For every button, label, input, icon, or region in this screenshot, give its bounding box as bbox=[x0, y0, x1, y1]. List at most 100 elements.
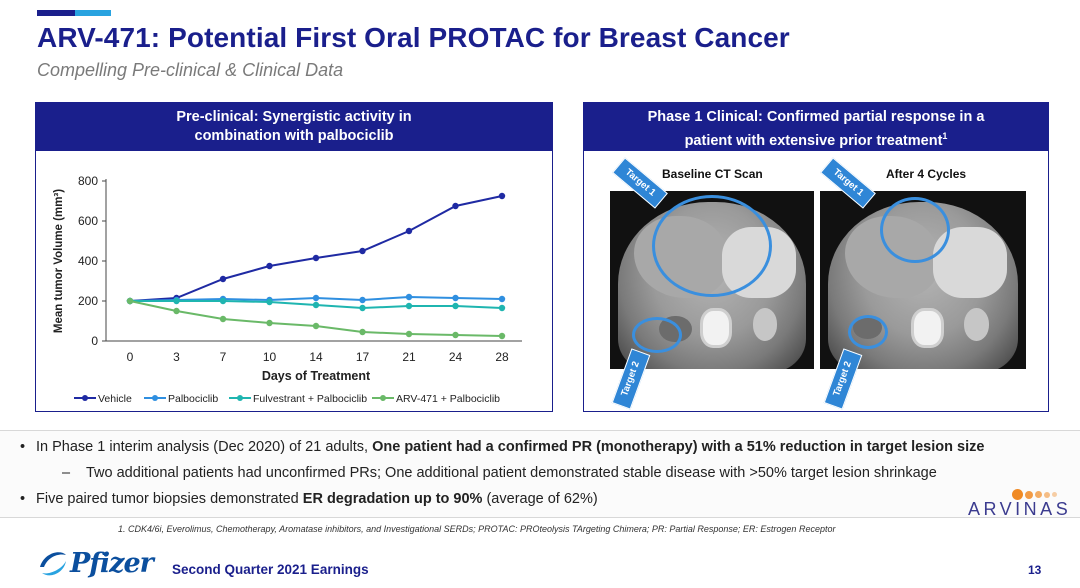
series-point-2 bbox=[173, 297, 180, 305]
pfizer-logo-icon bbox=[40, 552, 66, 576]
series-point-3 bbox=[498, 332, 506, 340]
bullet-biopsies: • Five paired tumor biopsies demonstrate… bbox=[20, 491, 598, 507]
y-axis-title: Mean tumor Volume (mm³) bbox=[53, 189, 65, 333]
legend-swatch-marker bbox=[237, 395, 243, 401]
legend-label: Palbociclib bbox=[168, 393, 218, 405]
arvinas-logo: ARVINAS bbox=[968, 486, 1076, 522]
series-point-2 bbox=[219, 297, 227, 305]
series-point-1 bbox=[498, 295, 506, 303]
series-point-1 bbox=[452, 294, 459, 302]
x-tick-label: 14 bbox=[309, 350, 323, 364]
bullet-marker: • bbox=[20, 491, 26, 507]
x-tick-label: 3 bbox=[173, 350, 180, 364]
bullet-biopsies-text: Five paired tumor biopsies demonstrated bbox=[36, 491, 303, 507]
series-point-3 bbox=[452, 331, 459, 339]
legend-swatch-marker bbox=[380, 395, 386, 401]
bullet-phase1: • In Phase 1 interim analysis (Dec 2020)… bbox=[20, 439, 985, 455]
bullet-phase1-bold: One patient had a confirmed PR (monother… bbox=[372, 439, 985, 455]
clinical-header-line2-text: patient with extensive prior treatment bbox=[684, 132, 943, 149]
series-point-3 bbox=[173, 307, 180, 315]
arvinas-logo-dots bbox=[1012, 486, 1059, 504]
ct-spine bbox=[910, 308, 944, 348]
clinical-header-footnote-ref: 1 bbox=[942, 131, 948, 141]
x-tick-label: 0 bbox=[127, 350, 134, 364]
title-accent-bar bbox=[37, 10, 111, 16]
baseline-target1-circle bbox=[652, 195, 772, 297]
x-tick-label: 17 bbox=[356, 350, 370, 364]
series-point-0 bbox=[452, 202, 459, 210]
series-point-0 bbox=[219, 275, 227, 283]
pfizer-wordmark: Pfizer bbox=[70, 548, 154, 579]
preclinical-panel: Pre-clinical: Synergistic activity in co… bbox=[35, 102, 553, 412]
logo-dot bbox=[1012, 489, 1023, 501]
sub-bullet-dash: – bbox=[62, 465, 71, 481]
x-tick-label: 21 bbox=[402, 350, 416, 364]
series-point-2 bbox=[405, 302, 413, 310]
logo-dot bbox=[1052, 492, 1057, 498]
series-point-2 bbox=[498, 304, 506, 312]
footnote: 1. CDK4/6i, Everolimus, Chemotherapy, Ar… bbox=[118, 524, 836, 534]
bullet-biopsies-bold: ER degradation up to 90% bbox=[302, 491, 483, 507]
x-tick-label: 7 bbox=[220, 350, 227, 364]
y-tick-label: 200 bbox=[78, 294, 98, 308]
legend-label: ARV-471 + Palbociclib bbox=[396, 393, 500, 405]
preclinical-header-line1: Pre-clinical: Synergistic activity in bbox=[176, 109, 412, 125]
arvinas-wordmark: ARVINAS bbox=[968, 499, 1072, 519]
series-point-3 bbox=[312, 322, 320, 330]
series-point-0 bbox=[405, 227, 413, 235]
sub-bullet-text: Two additional patients had unconfirmed … bbox=[86, 465, 937, 481]
logo-dot bbox=[1044, 491, 1050, 498]
series-line-0 bbox=[129, 195, 503, 302]
preclinical-panel-header: Pre-clinical: Synergistic activity in co… bbox=[36, 103, 552, 151]
legend-swatch-marker bbox=[152, 395, 158, 401]
baseline-target2-circle bbox=[632, 317, 682, 353]
x-tick-label: 24 bbox=[449, 350, 463, 364]
series-point-2 bbox=[312, 301, 320, 309]
series-point-3 bbox=[219, 315, 227, 323]
y-tick-label: 400 bbox=[78, 254, 98, 268]
series-point-3 bbox=[266, 319, 273, 327]
accent-bar-light bbox=[75, 10, 111, 16]
x-axis-title: Days of Treatment bbox=[262, 369, 371, 383]
series-point-0 bbox=[266, 262, 273, 270]
clinical-panel-header: Phase 1 Clinical: Confirmed partial resp… bbox=[584, 103, 1048, 151]
y-tick-label: 600 bbox=[78, 214, 98, 228]
y-tick-label: 800 bbox=[78, 174, 98, 188]
clinical-header-line2: patient with extensive prior treatment1 bbox=[584, 127, 1048, 151]
series-point-1 bbox=[312, 294, 320, 302]
series-point-0 bbox=[359, 247, 366, 255]
y-tick-label: 0 bbox=[91, 334, 98, 348]
after-target1-circle bbox=[880, 197, 950, 263]
legend-swatch-marker bbox=[82, 395, 88, 401]
series-point-2 bbox=[266, 298, 273, 306]
series-point-3 bbox=[126, 297, 134, 305]
series-point-0 bbox=[312, 254, 320, 262]
series-point-1 bbox=[359, 296, 366, 304]
accent-bar-dark bbox=[37, 10, 75, 16]
series-point-1 bbox=[405, 293, 413, 301]
series-point-0 bbox=[498, 192, 506, 200]
ct-spine bbox=[699, 308, 733, 348]
bullet-biopsies-tail: (average of 62%) bbox=[482, 491, 598, 507]
tumor-volume-chart: 0 200 400 600 800 0 3 7 10 14 17 21 24 28 Days of Trea… bbox=[53, 174, 522, 405]
key-findings-section: • In Phase 1 interim analysis (Dec 2020)… bbox=[0, 430, 1080, 518]
logo-dot bbox=[1025, 490, 1033, 499]
bullet-marker: • bbox=[20, 439, 26, 455]
clinical-header-line1: Phase 1 Clinical: Confirmed partial resp… bbox=[647, 109, 985, 125]
after-target2-circle bbox=[848, 315, 888, 349]
series-point-2 bbox=[359, 304, 366, 312]
page-title: ARV-471: Potential First Oral PROTAC for… bbox=[37, 22, 790, 53]
page-number: 13 bbox=[1028, 563, 1042, 577]
logo-dot bbox=[1035, 491, 1042, 499]
bullet-phase1-text: In Phase 1 interim analysis (Dec 2020) o… bbox=[36, 439, 373, 455]
ct-kidney bbox=[964, 308, 989, 341]
legend-label: Fulvestrant + Palbociclib bbox=[253, 393, 367, 405]
series-point-3 bbox=[359, 328, 366, 336]
footer-text: Second Quarter 2021 Earnings bbox=[172, 562, 369, 577]
series-point-3 bbox=[405, 330, 413, 338]
clinical-panel: Phase 1 Clinical: Confirmed partial resp… bbox=[583, 102, 1049, 412]
after-cycles-label: After 4 Cycles bbox=[886, 167, 967, 181]
x-tick-label: 28 bbox=[495, 350, 509, 364]
sub-bullet-unconfirmed: – Two additional patients had unconfirme… bbox=[62, 465, 937, 481]
x-tick-label: 10 bbox=[263, 350, 277, 364]
